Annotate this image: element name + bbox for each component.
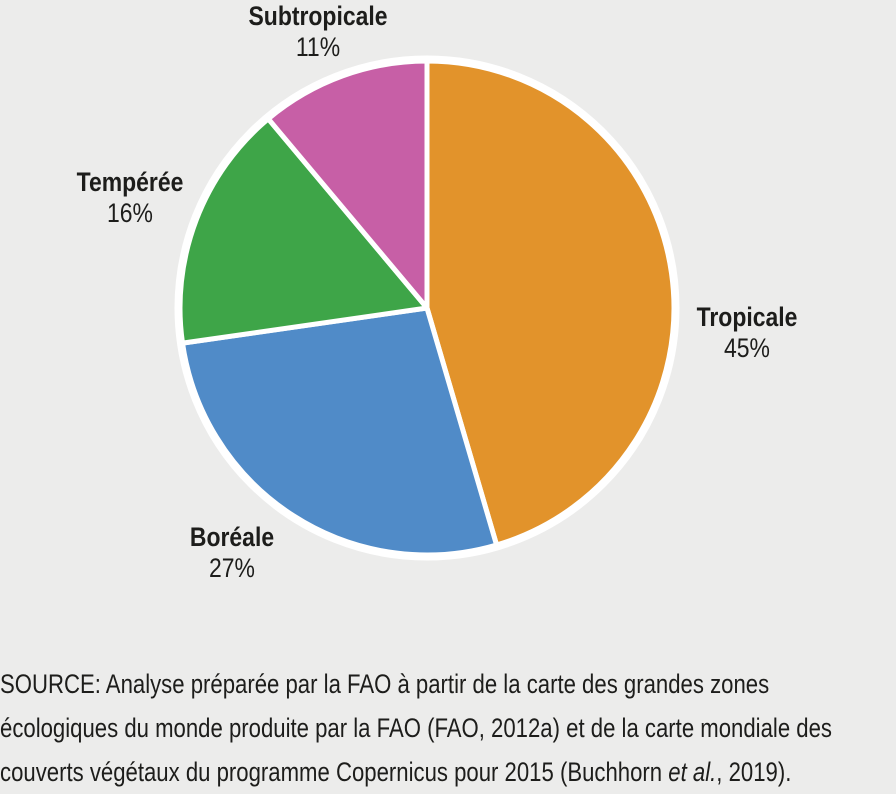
source-line-1: SOURCE: Analyse préparée par la FAO à pa… bbox=[0, 669, 770, 699]
slice-name: Subtropicale bbox=[248, 1, 388, 31]
label-boreale: Boréale 27% bbox=[182, 522, 281, 584]
source-line-3: couverts végétaux du programme Copernicu… bbox=[0, 757, 792, 787]
pie-chart bbox=[174, 55, 680, 561]
label-tropicale: Tropicale 45% bbox=[688, 302, 807, 364]
source-note: SOURCE: Analyse préparée par la FAO à pa… bbox=[0, 662, 896, 794]
slice-percent: 11% bbox=[295, 32, 341, 62]
slice-name: Tropicale bbox=[696, 302, 798, 332]
label-temperee: Tempérée 16% bbox=[67, 167, 193, 229]
slice-name: Tempérée bbox=[76, 167, 184, 197]
source-line-2: écologiques du monde produite par la FAO… bbox=[0, 713, 832, 743]
label-subtropicale: Subtropicale 11% bbox=[236, 1, 400, 63]
slice-percent: 16% bbox=[107, 198, 153, 228]
slice-percent: 27% bbox=[209, 553, 255, 583]
slice-percent: 45% bbox=[724, 333, 770, 363]
slice-name: Boréale bbox=[189, 522, 275, 552]
pie-outline bbox=[174, 55, 680, 561]
